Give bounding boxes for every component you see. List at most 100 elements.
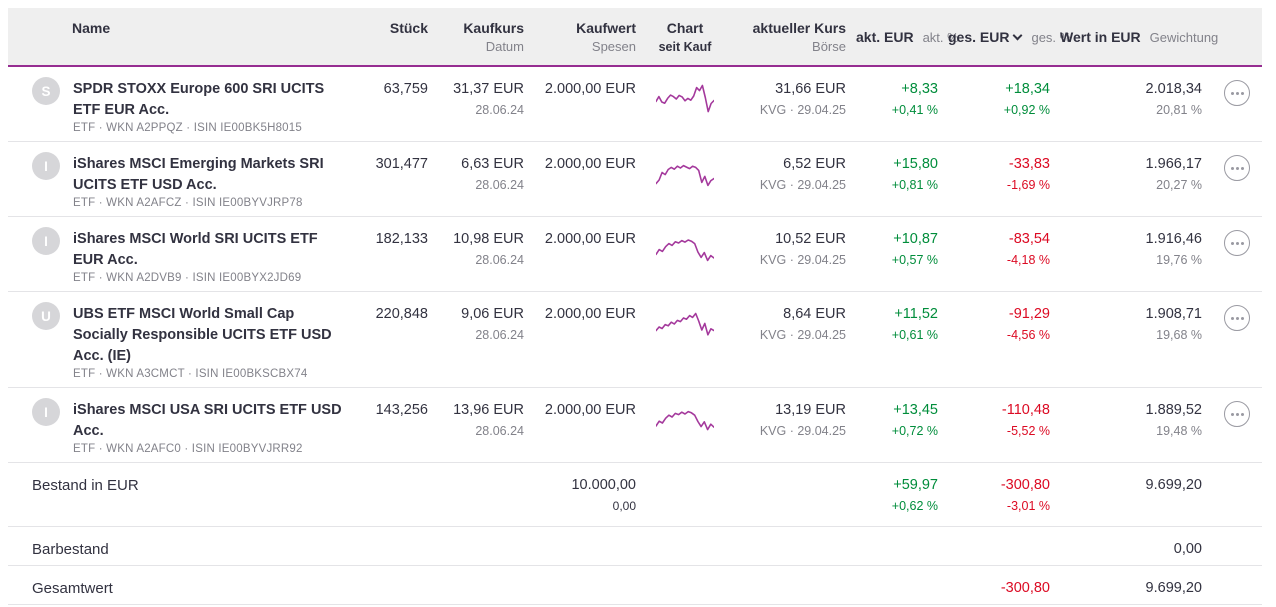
summary-row-bestand: Bestand in EUR 10.000,00 0,00 +59,97 +0,… — [8, 463, 1262, 527]
column-header-datum: Datum — [485, 39, 524, 54]
gewichtung-value: 19,76 % — [1156, 253, 1202, 267]
table-row[interactable]: I iShares MSCI World SRI UCITS ETF EUR A… — [8, 217, 1262, 292]
bestand-akt-pct: +0,62 % — [891, 499, 938, 513]
sparkline-chart[interactable] — [656, 156, 714, 192]
column-header-chart: Chart — [666, 20, 704, 36]
instrument-avatar: I — [32, 152, 60, 180]
ges-pct-value: -4,56 % — [1006, 328, 1050, 342]
sparkline-chart[interactable] — [656, 306, 714, 342]
column-header-ges-eur[interactable]: ges. EUR — [948, 29, 1010, 45]
ellipsis-icon — [1230, 241, 1234, 245]
kaufkurs-value: 9,06 EUR — [461, 306, 524, 322]
sort-descending-icon[interactable] — [1013, 30, 1023, 41]
column-header-gewichtung[interactable]: Gewichtung — [1149, 30, 1219, 45]
boerse-datum: KVG · 29.04.25 — [759, 103, 846, 117]
wert-value: 1.908,71 — [1145, 306, 1202, 322]
akt-pct-value: +0,81 % — [891, 178, 938, 192]
table-row[interactable]: I iShares MSCI USA SRI UCITS ETF USD Acc… — [8, 388, 1262, 463]
column-header-aktueller-kurs[interactable]: aktueller Kurs — [752, 20, 846, 36]
column-header-boerse: Börse — [812, 39, 846, 54]
akt-eur-value: +15,80 — [893, 156, 938, 172]
column-header-spesen: Spesen — [591, 39, 636, 54]
column-header-name[interactable]: Name — [72, 20, 111, 36]
sparkline-chart[interactable] — [656, 231, 714, 267]
bestand-label: Bestand in EUR — [32, 477, 139, 494]
row-menu-button[interactable] — [1224, 401, 1250, 427]
aktueller-kurs-value: 6,52 EUR — [783, 156, 846, 172]
instrument-name-link[interactable]: iShares MSCI USA SRI UCITS ETF USD Acc. — [73, 402, 342, 439]
column-header-wert-in-eur[interactable]: Wert in EUR — [1060, 29, 1141, 45]
stueck-value: 301,477 — [375, 156, 428, 172]
gewichtung-value: 20,27 % — [1156, 178, 1202, 192]
column-header-akt-pct[interactable]: akt. % — [922, 30, 959, 45]
gesamtwert-wert: 9.699,20 — [1145, 580, 1202, 596]
akt-pct-value: +0,41 % — [891, 103, 938, 117]
table-row[interactable]: S SPDR STOXX Europe 600 SRI UCITS ETF EU… — [8, 67, 1262, 142]
gewichtung-value: 20,81 % — [1156, 103, 1202, 117]
instrument-avatar: S — [32, 77, 60, 105]
akt-pct-value: +0,57 % — [891, 253, 938, 267]
kauf-datum: 28.06.24 — [475, 424, 524, 438]
wert-value: 2.018,34 — [1145, 81, 1202, 97]
stueck-value: 63,759 — [383, 81, 428, 97]
akt-pct-value: +0,72 % — [891, 424, 938, 438]
aktueller-kurs-value: 10,52 EUR — [775, 231, 846, 247]
instrument-meta: ETF · WKN A2AFC0 · ISIN IE00BYVJRR92 — [73, 443, 303, 455]
kaufwert-value: 2.000,00 EUR — [544, 402, 636, 418]
instrument-meta: ETF · WKN A2PPQZ · ISIN IE00BK5H8015 — [73, 122, 302, 134]
gesamtwert-ges-eur: -300,80 — [1000, 580, 1050, 596]
summary-row-barbestand: Barbestand 0,00 — [8, 527, 1262, 566]
wert-value: 1.889,52 — [1145, 402, 1202, 418]
table-row[interactable]: U UBS ETF MSCI World Small Cap Socially … — [8, 292, 1262, 388]
position-rows: S SPDR STOXX Europe 600 SRI UCITS ETF EU… — [8, 67, 1262, 463]
kaufkurs-value: 13,96 EUR — [453, 402, 524, 418]
kauf-datum: 28.06.24 — [475, 178, 524, 192]
column-header-akt-eur[interactable]: akt. EUR — [856, 29, 914, 45]
kaufwert-value: 2.000,00 EUR — [544, 231, 636, 247]
instrument-name-link[interactable]: iShares MSCI World SRI UCITS ETF EUR Acc… — [73, 231, 318, 268]
row-menu-button[interactable] — [1224, 305, 1250, 331]
table-row[interactable]: I iShares MSCI Emerging Markets SRI UCIT… — [8, 142, 1262, 217]
ges-eur-value: -110,48 — [1001, 402, 1050, 418]
instrument-name-link[interactable]: UBS ETF MSCI World Small Cap Socially Re… — [73, 306, 332, 364]
row-menu-button[interactable] — [1224, 80, 1250, 106]
column-header-kaufwert[interactable]: Kaufwert — [576, 20, 636, 36]
column-header-stueck[interactable]: Stück — [389, 20, 428, 36]
kauf-datum: 28.06.24 — [475, 103, 524, 117]
ges-eur-value: -91,29 — [1008, 306, 1050, 322]
akt-pct-value: +0,61 % — [891, 328, 938, 342]
instrument-name-link[interactable]: iShares MSCI Emerging Markets SRI UCITS … — [73, 156, 324, 193]
stueck-value: 143,256 — [375, 402, 428, 418]
column-header-ges-pct[interactable]: ges. % — [1031, 30, 1072, 45]
bestand-ges-eur: -300,80 — [1000, 477, 1050, 493]
ellipsis-icon — [1230, 316, 1234, 320]
row-menu-button[interactable] — [1224, 155, 1250, 181]
sparkline-chart[interactable] — [656, 402, 714, 438]
instrument-avatar: I — [32, 398, 60, 426]
aktueller-kurs-value: 31,66 EUR — [775, 81, 846, 97]
kauf-datum: 28.06.24 — [475, 253, 524, 267]
akt-eur-value: +10,87 — [893, 231, 938, 247]
ges-eur-value: -33,83 — [1008, 156, 1050, 172]
akt-eur-value: +11,52 — [894, 306, 938, 322]
row-menu-button[interactable] — [1224, 230, 1250, 256]
kaufwert-value: 2.000,00 EUR — [544, 306, 636, 322]
bestand-ges-pct: -3,01 % — [1006, 499, 1050, 513]
aktueller-kurs-value: 13,19 EUR — [775, 402, 846, 418]
instrument-name-link[interactable]: SPDR STOXX Europe 600 SRI UCITS ETF EUR … — [73, 81, 325, 118]
barbestand-wert: 0,00 — [1173, 541, 1202, 557]
boerse-datum: KVG · 29.04.25 — [759, 424, 846, 438]
stueck-value: 182,133 — [375, 231, 428, 247]
portfolio-table: Name Stück Kaufkurs Datum Kaufwert Spese… — [8, 8, 1262, 605]
wert-value: 1.966,17 — [1145, 156, 1202, 172]
column-header-seit-kauf: seit Kauf — [658, 40, 712, 54]
ges-eur-value: +18,34 — [1005, 81, 1050, 97]
kaufkurs-value: 31,37 EUR — [453, 81, 524, 97]
sparkline-chart[interactable] — [656, 81, 714, 117]
gewichtung-value: 19,68 % — [1156, 328, 1202, 342]
ges-pct-value: -4,18 % — [1006, 253, 1050, 267]
ellipsis-icon — [1230, 91, 1234, 95]
summary-row-gesamtwert: Gesamtwert -300,80 9.699,20 — [8, 566, 1262, 605]
column-header-kaufkurs[interactable]: Kaufkurs — [463, 20, 524, 36]
instrument-meta: ETF · WKN A2AFCZ · ISIN IE00BYVJRP78 — [73, 197, 303, 209]
